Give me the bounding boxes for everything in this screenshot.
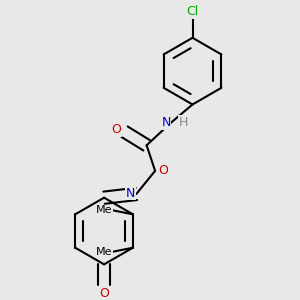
Text: Me: Me [96, 205, 112, 215]
Text: Me: Me [96, 247, 112, 257]
Text: O: O [99, 287, 109, 300]
Text: O: O [111, 124, 121, 136]
Text: Cl: Cl [186, 5, 199, 18]
Text: H: H [179, 116, 188, 129]
Text: N: N [161, 116, 171, 129]
Text: O: O [159, 164, 169, 177]
Text: N: N [126, 187, 135, 200]
